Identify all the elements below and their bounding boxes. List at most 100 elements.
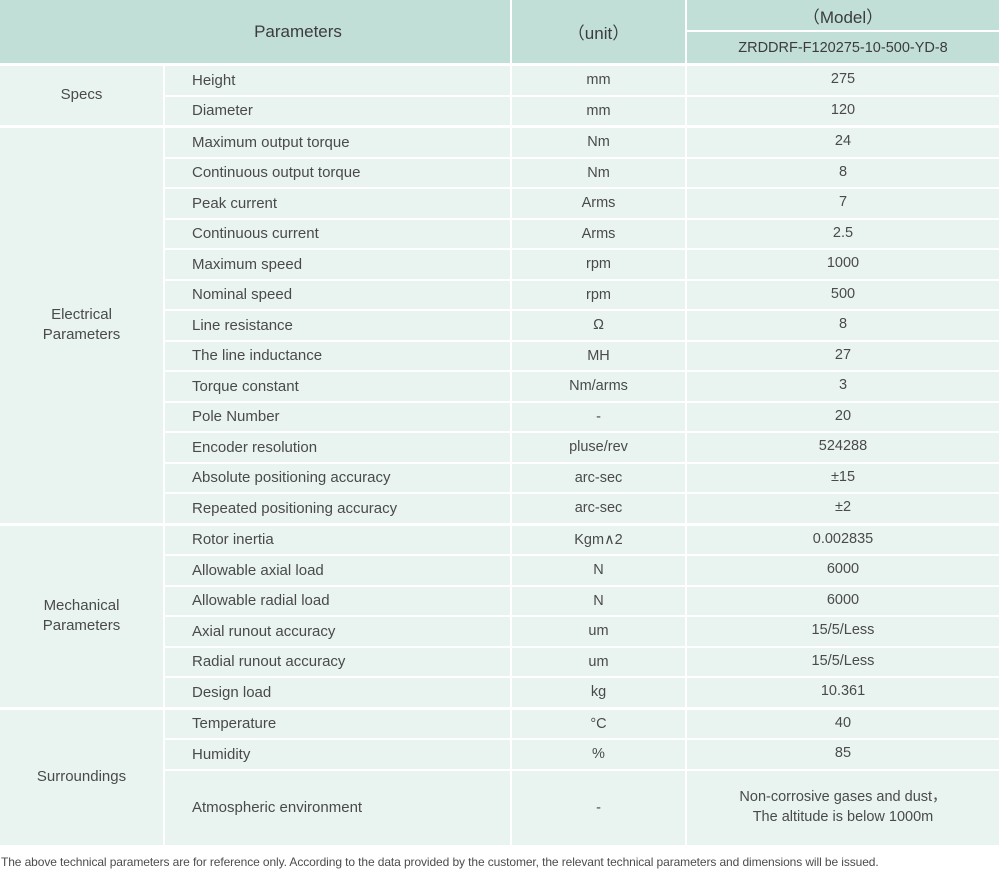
value-cell: 8: [687, 311, 999, 340]
table-row: Radial runout accuracy um 15/5/Less: [165, 647, 999, 676]
unit-cell: pluse/rev: [512, 433, 685, 462]
table-row: Maximum speed rpm 1000: [165, 250, 999, 279]
param-cell: Height: [165, 66, 510, 95]
section-mechanical: Mechanical Parameters Rotor inertia Kgm∧…: [0, 525, 999, 707]
param-cell: Maximum output torque: [165, 128, 510, 157]
value-cell: Non-corrosive gases and dust， The altitu…: [687, 770, 999, 845]
table-row: Temperature °C 40: [165, 709, 999, 738]
table-row: Allowable axial load N 6000: [165, 556, 999, 585]
group-label-surroundings: Surroundings: [0, 709, 163, 845]
param-cell: Absolute positioning accuracy: [165, 463, 510, 492]
value-cell: 275: [687, 66, 999, 95]
value-cell: 15/5/Less: [687, 617, 999, 646]
unit-cell: -: [512, 770, 685, 845]
value-cell: ±15: [687, 463, 999, 492]
table-row: Diameter mm 120: [165, 96, 999, 125]
section-electrical: Electrical Parameters Maximum output tor…: [0, 128, 999, 523]
header-model-column: （Model） ZRDDRF-F120275-10-500-YD-8: [687, 0, 999, 63]
unit-cell: rpm: [512, 250, 685, 279]
value-cell: 2.5: [687, 219, 999, 248]
value-cell: 8: [687, 158, 999, 187]
param-cell: Atmospheric environment: [165, 770, 510, 845]
param-cell: Peak current: [165, 189, 510, 218]
unit-cell: Nm/arms: [512, 372, 685, 401]
table-row: Peak current Arms 7: [165, 189, 999, 218]
value-cell: 85: [687, 740, 999, 769]
param-cell: Diameter: [165, 96, 510, 125]
unit-cell: mm: [512, 66, 685, 95]
value-cell: 0.002835: [687, 525, 999, 554]
unit-cell: MH: [512, 341, 685, 370]
unit-cell: N: [512, 586, 685, 615]
unit-cell: Nm: [512, 158, 685, 187]
table-row: Repeated positioning accuracy arc-sec ±2: [165, 494, 999, 523]
header-model-label: （Model）: [687, 0, 999, 30]
value-cell: 6000: [687, 556, 999, 585]
group-label-mechanical: Mechanical Parameters: [0, 525, 163, 707]
table-row: Continuous output torque Nm 8: [165, 158, 999, 187]
param-cell: Continuous output torque: [165, 158, 510, 187]
param-cell: Temperature: [165, 709, 510, 738]
group-label-specs: Specs: [0, 66, 163, 125]
param-cell: Design load: [165, 678, 510, 707]
param-cell: Allowable radial load: [165, 586, 510, 615]
unit-cell: kg: [512, 678, 685, 707]
param-cell: Torque constant: [165, 372, 510, 401]
footnote-text: The above technical parameters are for r…: [1, 855, 879, 869]
table-row: Rotor inertia Kgm∧2 0.002835: [165, 525, 999, 554]
param-cell: Axial runout accuracy: [165, 617, 510, 646]
table-row: Allowable radial load N 6000: [165, 586, 999, 615]
table-header: Parameters （unit） （Model） ZRDDRF-F120275…: [0, 0, 999, 63]
table-row: Humidity % 85: [165, 740, 999, 769]
unit-cell: -: [512, 402, 685, 431]
group-label-electrical: Electrical Parameters: [0, 128, 163, 523]
value-cell: 3: [687, 372, 999, 401]
unit-cell: Kgm∧2: [512, 525, 685, 554]
section-surroundings: Surroundings Temperature °C 40 Humidity …: [0, 709, 999, 845]
param-cell: Nominal speed: [165, 280, 510, 309]
param-cell: The line inductance: [165, 341, 510, 370]
unit-cell: um: [512, 617, 685, 646]
value-cell: ±2: [687, 494, 999, 523]
param-cell: Continuous current: [165, 219, 510, 248]
param-cell: Rotor inertia: [165, 525, 510, 554]
value-cell: 10.361: [687, 678, 999, 707]
param-cell: Repeated positioning accuracy: [165, 494, 510, 523]
header-unit: （unit）: [512, 0, 685, 63]
param-cell: Allowable axial load: [165, 556, 510, 585]
unit-cell: Arms: [512, 219, 685, 248]
section-specs: Specs Height mm 275 Diameter mm 120: [0, 66, 999, 125]
unit-cell: N: [512, 556, 685, 585]
value-cell: 120: [687, 96, 999, 125]
unit-cell: %: [512, 740, 685, 769]
unit-cell: arc-sec: [512, 463, 685, 492]
param-cell: Line resistance: [165, 311, 510, 340]
value-cell: 15/5/Less: [687, 647, 999, 676]
spec-table: Parameters （unit） （Model） ZRDDRF-F120275…: [0, 0, 999, 845]
table-row: Continuous current Arms 2.5: [165, 219, 999, 248]
unit-cell: Arms: [512, 189, 685, 218]
param-cell: Encoder resolution: [165, 433, 510, 462]
value-cell: 6000: [687, 586, 999, 615]
param-cell: Radial runout accuracy: [165, 647, 510, 676]
table-row: Absolute positioning accuracy arc-sec ±1…: [165, 463, 999, 492]
unit-cell: um: [512, 647, 685, 676]
header-parameters: Parameters: [0, 0, 510, 63]
table-row: Maximum output torque Nm 24: [165, 128, 999, 157]
header-model-value: ZRDDRF-F120275-10-500-YD-8: [687, 32, 999, 63]
param-cell: Maximum speed: [165, 250, 510, 279]
table-row: Pole Number - 20: [165, 402, 999, 431]
table-row: Atmospheric environment - Non-corrosive …: [165, 770, 999, 845]
value-cell: 24: [687, 128, 999, 157]
table-row: The line inductance MH 27: [165, 341, 999, 370]
table-row: Nominal speed rpm 500: [165, 280, 999, 309]
table-row: Torque constant Nm/arms 3: [165, 372, 999, 401]
param-cell: Humidity: [165, 740, 510, 769]
param-cell: Pole Number: [165, 402, 510, 431]
value-cell: 7: [687, 189, 999, 218]
table-row: Axial runout accuracy um 15/5/Less: [165, 617, 999, 646]
value-cell: 1000: [687, 250, 999, 279]
value-cell: 27: [687, 341, 999, 370]
value-cell: 524288: [687, 433, 999, 462]
